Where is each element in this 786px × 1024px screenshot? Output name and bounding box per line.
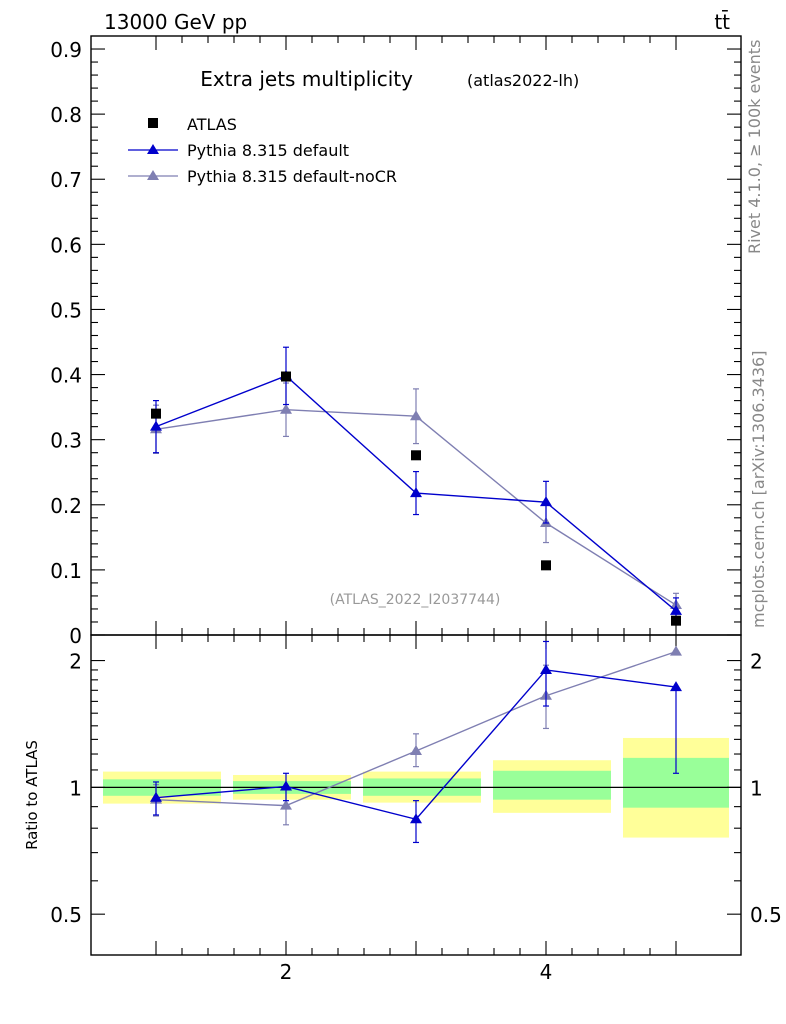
legend-entry-atlas: ATLAS [148,115,237,134]
mcplots-label: mcplots.cern.ch [arXiv:1306.3436] [749,351,768,628]
y-tick-label: 0.1 [50,559,82,583]
legend: ATLAS Pythia 8.315 default Pythia 8.315 … [128,115,397,186]
legend-marker-atlas [148,118,158,128]
y-tick-label: 0.2 [50,494,82,518]
legend-marker-default [147,144,159,154]
ratio-y-tick-label-right: 2 [750,650,763,674]
y-tick-label: 0.3 [50,429,82,453]
marker-default [150,420,162,431]
ratio-marker-nocr [670,645,682,656]
y-tick-label: 0.8 [50,103,82,127]
main-panel: Extra jets multiplicity (atlas2022-lh) (… [50,35,742,648]
chart-title-suffix: (atlas2022-lh) [467,71,579,90]
ratio-ylabel: Ratio to ATLAS [23,740,41,850]
ratio-band-inner [493,770,611,800]
legend-label-default: Pythia 8.315 default [187,141,349,160]
ratio-marker-nocr [410,744,422,755]
y-tick-label: 0 [69,624,82,648]
ratio-y-tick-label: 0.5 [50,903,82,927]
ratio-y-tick-label: 2 [69,650,82,674]
ratio-marker-nocr [280,799,292,810]
x-tick-label: 4 [540,960,553,984]
analysis-watermark: (ATLAS_2022_I2037744) [330,592,501,608]
ratio-marker-default [150,791,162,802]
ratio-y-tick-label-right: 1 [750,776,763,800]
data-point-atlas [541,560,551,571]
legend-marker-nocr [147,170,159,180]
ratio-y-tick-label: 1 [69,776,82,800]
ratio-panel: Ratio to ATLAS 2 4 0.5 0.5 1 1 2 2 [23,634,782,984]
rivet-version-label: Rivet 4.1.0, ≥ 100k events [745,40,764,254]
marker-default [540,496,552,507]
y-tick-label: 0.7 [50,168,82,192]
ratio-marker-default [280,780,292,791]
y-tick-label: 0.9 [50,38,82,62]
legend-entry-nocr: Pythia 8.315 default-noCR [128,167,397,186]
data-point-atlas [671,615,681,626]
y-tick-label: 0.6 [50,233,82,257]
legend-label-atlas: ATLAS [187,115,237,134]
ratio-marker-default [670,681,682,692]
marker-nocr [280,403,292,414]
x-tick-label: 2 [280,960,293,984]
legend-label-nocr: Pythia 8.315 default-noCR [187,167,397,186]
data-point-atlas [281,371,291,382]
data-point-atlas [151,408,161,419]
marker-default [670,604,682,615]
legend-entry-default: Pythia 8.315 default [128,141,349,160]
ratio-marker-default [410,813,422,824]
marker-nocr [410,410,422,421]
energy-label: 13000 GeV pp [104,10,247,34]
process-label: tt̄ [714,9,730,34]
ratio-marker-default [540,663,552,674]
y-tick-label: 0.4 [50,364,82,388]
ratio-y-tick-label-right: 0.5 [750,903,782,927]
data-point-atlas [411,450,421,461]
chart-title: Extra jets multiplicity [200,67,413,91]
y-tick-label: 0.5 [50,298,82,322]
marker-default [410,487,422,498]
